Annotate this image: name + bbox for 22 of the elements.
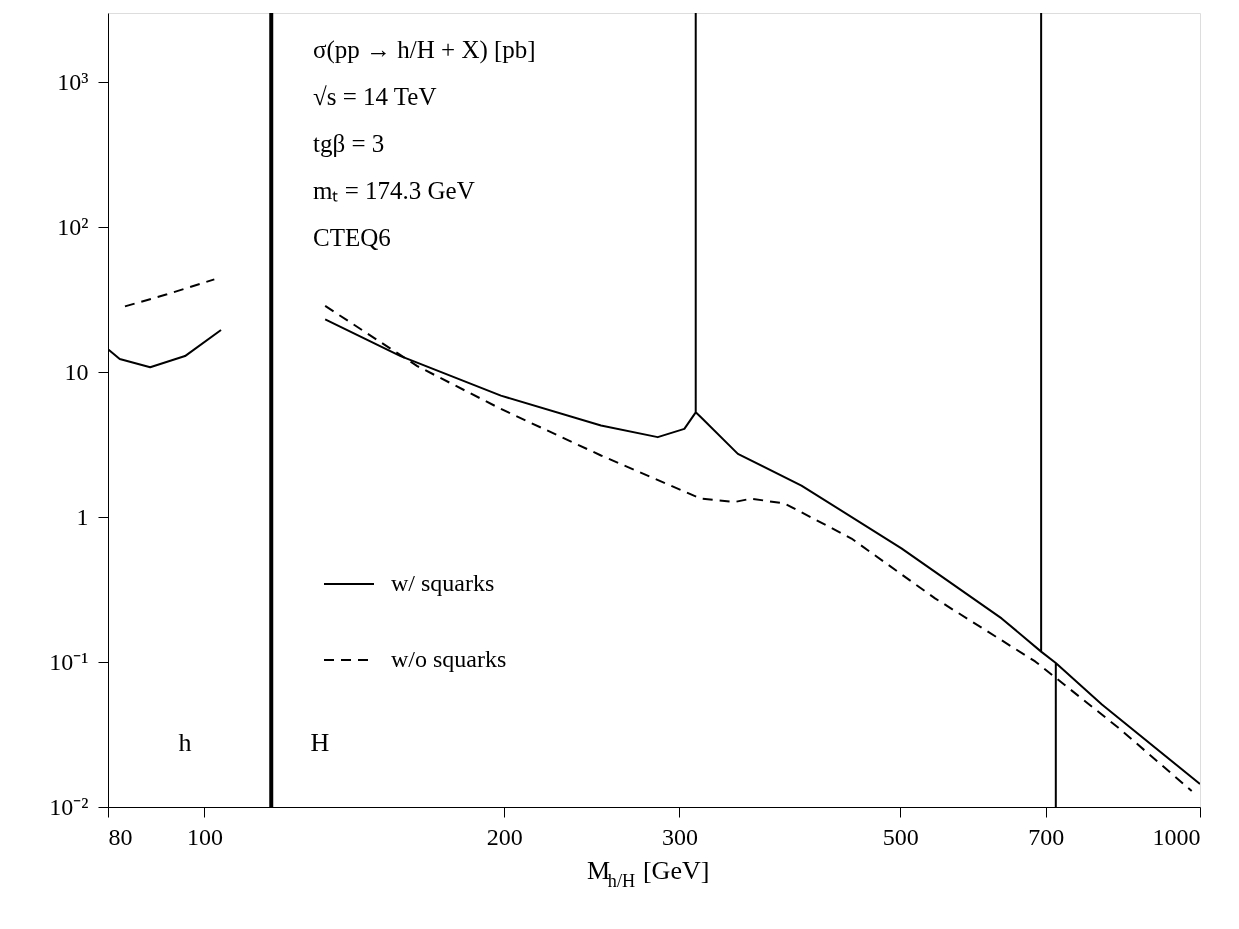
- x-tick-label: 700: [1028, 823, 1065, 850]
- y-tick-label: 10³: [57, 68, 89, 95]
- annotation: CTEQ6: [313, 224, 391, 251]
- annotation: tgβ = 3: [313, 130, 385, 157]
- y-tick-label: 10²: [57, 213, 89, 240]
- y-tick-label: 10: [64, 358, 89, 385]
- annotation: σ(pp → h/H + X) [pb]: [313, 36, 536, 64]
- y-tick-label: 10⁻¹: [49, 648, 89, 675]
- x-tick-label: 500: [882, 823, 919, 850]
- legend-label: w/o squarks: [391, 646, 507, 672]
- x-tick-label: 300: [661, 823, 698, 850]
- x-tick-label: 100: [186, 823, 223, 850]
- x-tick-label: 80: [108, 823, 133, 850]
- x-tick-label: 200: [486, 823, 523, 850]
- annotation: √s = 14 TeV: [313, 83, 437, 110]
- legend-label: w/ squarks: [391, 570, 495, 596]
- annotation: mₜ = 174.3 GeV: [313, 177, 475, 204]
- annotation: H: [310, 728, 330, 757]
- y-tick-label: 10⁻²: [49, 793, 89, 820]
- x-tick-label: 1000: [1152, 823, 1201, 850]
- annotation: h: [178, 728, 192, 757]
- y-tick-label: 1: [76, 503, 89, 530]
